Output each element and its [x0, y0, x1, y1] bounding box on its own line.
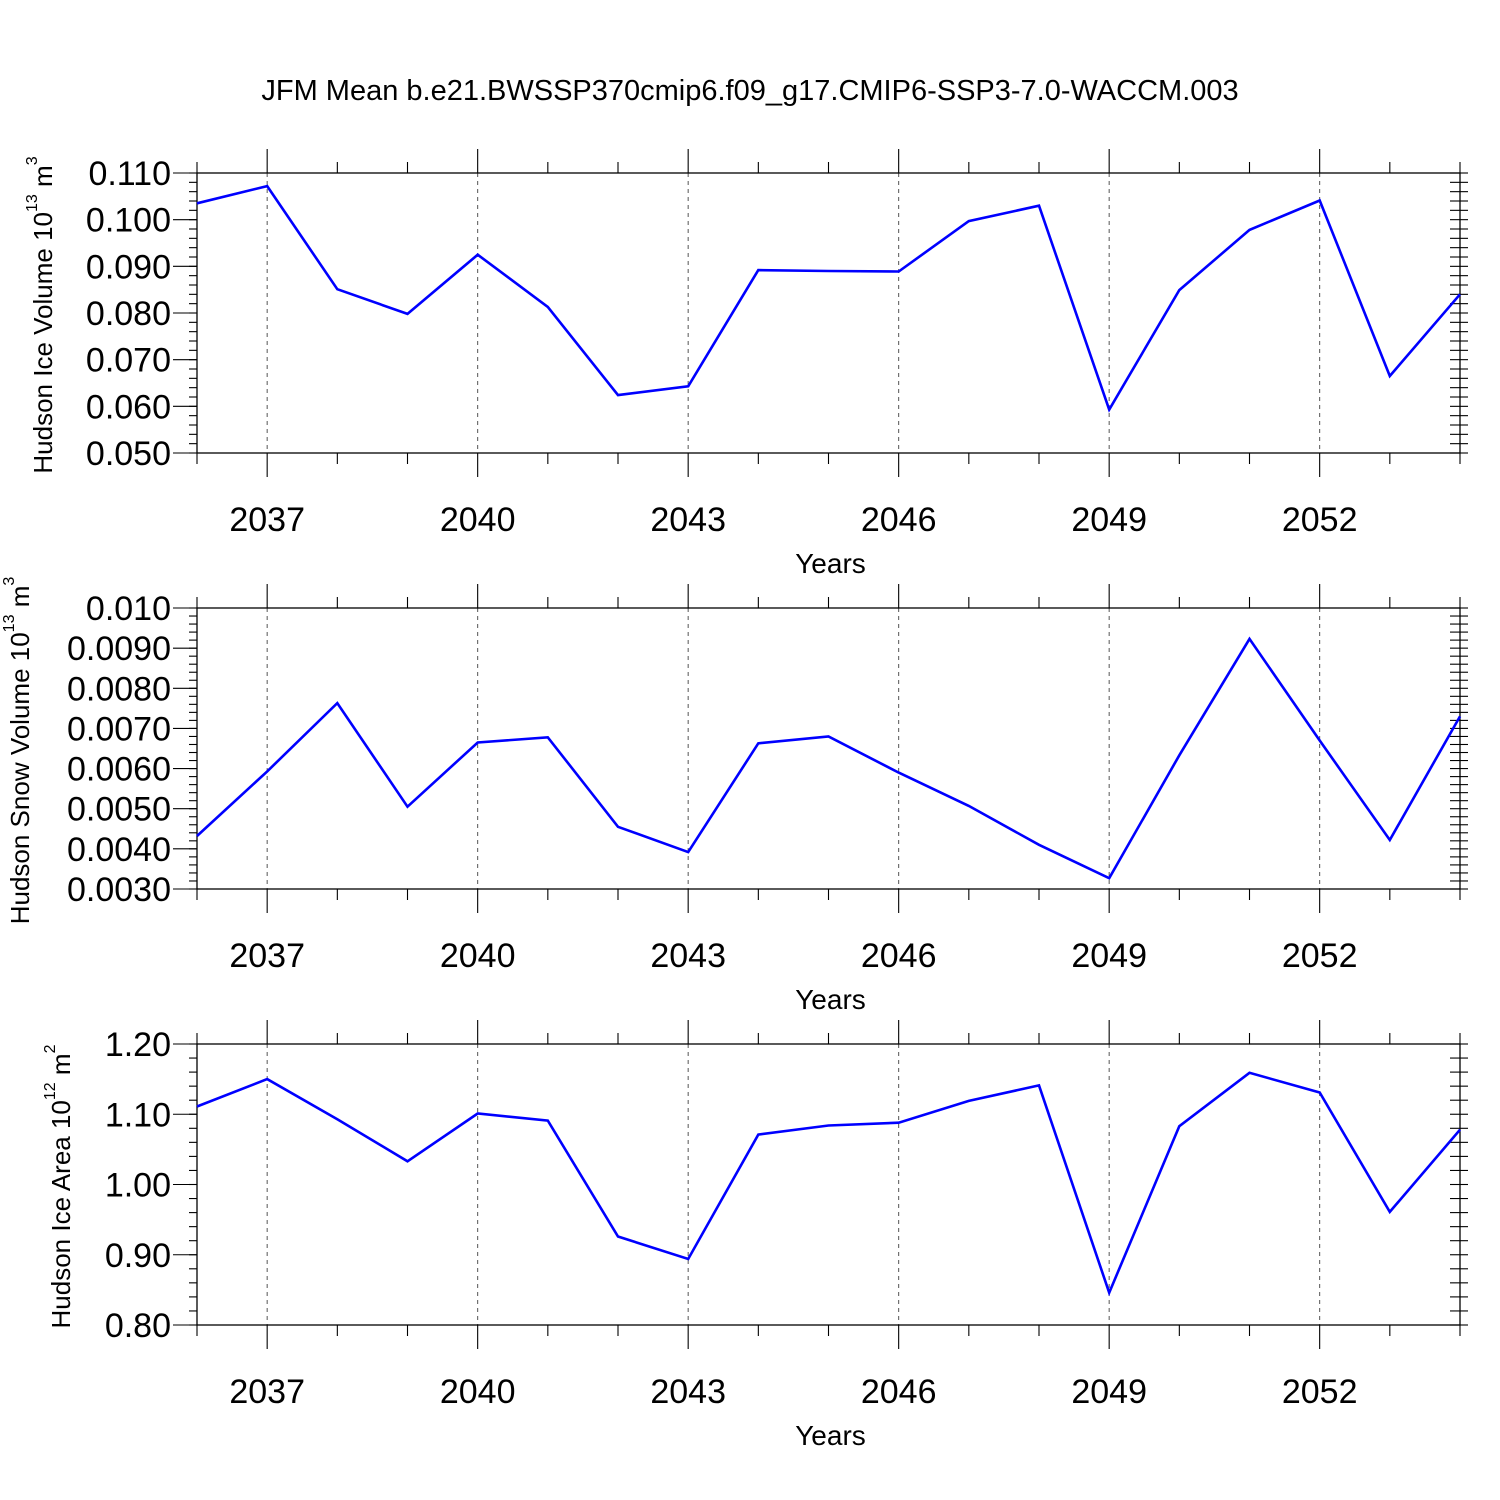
x-tick-label: 2037 — [229, 501, 305, 539]
y-label-main: Hudson Ice Area 10 — [46, 1100, 76, 1328]
series-line — [196, 1071, 1461, 1297]
x-tick-label: 2043 — [650, 1373, 726, 1411]
x-tick-label: 2046 — [861, 501, 937, 539]
panels: 0.050 0.060 0.070 0.080 0.090 0.100 0.110 2037 2… — [1, 149, 1468, 1451]
panel-1: 0.050 0.060 0.070 0.080 0.090 0.100 0.110 2037 2… — [24, 149, 1468, 579]
y-tick-label: 0.100 — [86, 202, 171, 240]
x-tick-label: 2040 — [440, 1373, 516, 1411]
y-tick-label: 1.20 — [105, 1026, 171, 1064]
y-label-unit-exponent: 2 — [42, 1044, 59, 1053]
plot-frame — [196, 172, 1461, 454]
x-tick-label: 2040 — [440, 937, 516, 975]
series-line — [196, 184, 1461, 413]
x-axis-label: Years — [795, 1420, 866, 1451]
y-label-unit: m — [5, 586, 35, 615]
x-tick-label: 2037 — [229, 937, 305, 975]
y-label-unit: m — [28, 165, 58, 194]
y-tick-label: 0.0070 — [67, 710, 171, 748]
panel-2: 0.00300.00400.00500.00600.00700.00800.00… — [1, 577, 1468, 1015]
y-label-main: Hudson Ice Volume 10 — [28, 212, 58, 474]
y-tick-label: 0.090 — [86, 248, 171, 286]
x-tick-label: 2052 — [1282, 1373, 1358, 1411]
y-label-exponent: 13 — [1, 614, 18, 632]
y-tick-label: 0.0040 — [67, 831, 171, 869]
plot-frame — [196, 607, 1461, 890]
y-axis-label: Hudson Ice Area 1012 m2 — [42, 1044, 76, 1328]
y-axis-label: Hudson Snow Volume 1013 m3 — [1, 577, 35, 925]
y-tick-label: 0.80 — [105, 1307, 171, 1345]
x-tick-label: 2049 — [1071, 937, 1147, 975]
x-tick-label: 2052 — [1282, 937, 1358, 975]
x-tick-label: 2052 — [1282, 501, 1358, 539]
y-tick-label: 0.080 — [86, 295, 171, 333]
figure-title: JFM Mean b.e21.BWSSP370cmip6.f09_g17.CMI… — [261, 75, 1238, 107]
y-label-unit-exponent: 3 — [1, 577, 18, 586]
y-axis-label: Hudson Ice Volume 1013 m3 — [24, 156, 58, 473]
y-tick-label: 1.10 — [105, 1096, 171, 1134]
x-tick-label: 2049 — [1071, 1373, 1147, 1411]
x-tick-label: 2046 — [861, 937, 937, 975]
y-tick-label: 0.110 — [88, 155, 171, 193]
x-axis-label: Years — [795, 548, 866, 579]
y-tick-label: 0.050 — [86, 435, 171, 473]
y-label-unit-exponent: 3 — [24, 156, 41, 165]
x-tick-label: 2043 — [650, 501, 726, 539]
y-tick-label: 0.0090 — [67, 630, 171, 668]
y-tick-label: 1.00 — [105, 1167, 171, 1205]
y-tick-label: 0.0060 — [67, 751, 171, 789]
x-axis-label: Years — [795, 984, 866, 1015]
series-line — [196, 636, 1462, 880]
y-label-main: Hudson Snow Volume 10 — [5, 632, 35, 924]
y-tick-label: 0.070 — [86, 342, 171, 380]
y-tick-label: 0.0050 — [67, 791, 171, 829]
x-tick-label: 2040 — [440, 501, 516, 539]
x-tick-label: 2046 — [861, 1373, 937, 1411]
y-tick-label: 0.0030 — [67, 871, 171, 909]
y-label-unit: m — [46, 1053, 76, 1082]
y-label-exponent: 13 — [24, 194, 41, 212]
x-tick-label: 2049 — [1071, 501, 1147, 539]
panel-3: 0.80 0.90 1.00 1.10 1.20 2037 2040 2043 2046 2049… — [42, 1020, 1468, 1451]
y-tick-label: 0.010 — [86, 590, 171, 628]
x-tick-label: 2037 — [229, 1373, 305, 1411]
y-tick-label: 0.060 — [86, 388, 171, 426]
y-label-exponent: 12 — [42, 1082, 59, 1100]
y-tick-label: 0.90 — [105, 1237, 171, 1275]
plot-frame — [196, 1043, 1461, 1326]
y-tick-label: 0.0080 — [67, 670, 171, 708]
x-tick-label: 2043 — [650, 937, 726, 975]
